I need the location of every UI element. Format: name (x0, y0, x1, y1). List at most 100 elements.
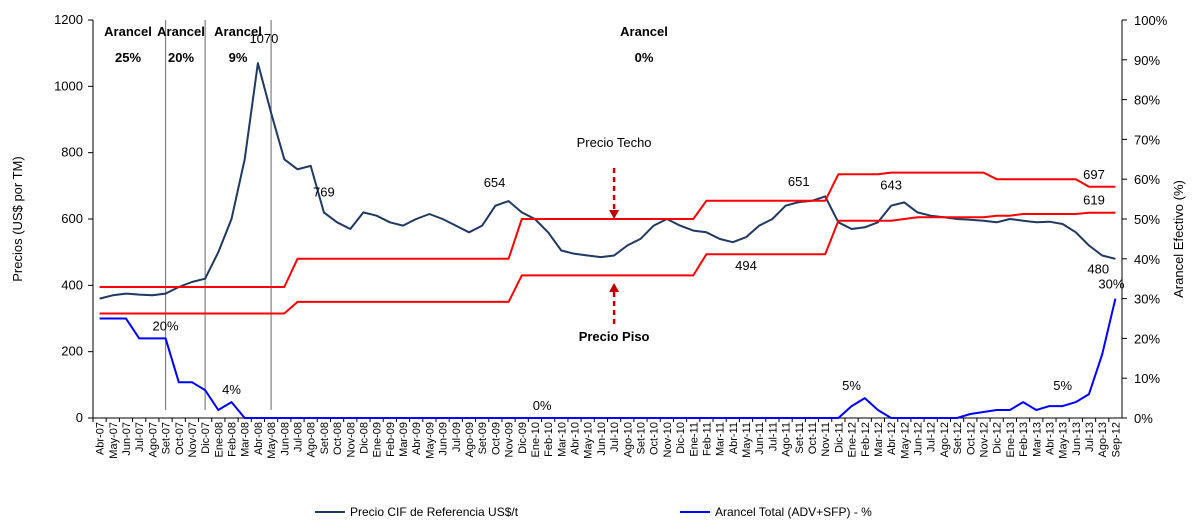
x-tick-label: Ene-13 (1005, 422, 1017, 457)
y2-tick-label: 80% (1134, 93, 1160, 108)
x-tick-label: Oct-12 (965, 422, 977, 455)
x-tick-label: Abr-13 (1044, 422, 1056, 455)
precio-piso-line (99, 211, 1116, 315)
x-tick-label: Jun-07 (121, 422, 133, 456)
cif-data-label: 651 (788, 174, 810, 189)
x-tick-label: Jun-11 (754, 422, 766, 455)
x-tick-label: Jun-12 (913, 422, 925, 456)
x-tick-label: Jul-09 (451, 422, 463, 452)
x-tick-label: Ago-08 (306, 422, 318, 457)
x-tick-label: May-13 (1058, 422, 1070, 459)
x-tick-label: Ago-11 (781, 422, 793, 457)
piso-data-label: 619 (1083, 193, 1105, 208)
x-tick-label: Ago-09 (464, 422, 476, 457)
arancel-regime-value: 0% (635, 50, 654, 65)
cif-data-label: 643 (880, 178, 902, 193)
techo-data-label: 697 (1083, 167, 1105, 182)
x-tick-label: Feb-09 (385, 422, 397, 457)
x-tick-label: Abr-10 (570, 422, 582, 455)
x-tick-label: Jul-10 (609, 422, 621, 452)
x-tick-label: Jul-08 (292, 422, 304, 452)
cif-data-label: 1070 (249, 31, 278, 46)
y-axis-title: Precios (US$ por TM) (10, 156, 25, 281)
arancel-regime-label: Arancel (620, 24, 668, 39)
precio-techo-line (99, 171, 1116, 288)
arancel-data-label: 5% (842, 378, 861, 393)
arancel-regime-label: Arancel (214, 24, 262, 39)
x-tick-label: Ene-09 (372, 422, 384, 457)
x-tick-label: Nov-08 (345, 422, 357, 457)
x-tick-label: Oct-10 (649, 422, 661, 455)
x-tick-label: Oct-08 (332, 422, 344, 455)
arancel-regime-value: 25% (115, 50, 141, 65)
x-tick-label: Sep-12 (1110, 422, 1122, 457)
x-tick-label: Dic-10 (675, 422, 687, 454)
y-tick-label: 1200 (54, 12, 83, 27)
x-tick-label: May-12 (899, 422, 911, 459)
x-tick-label: Abr-07 (95, 422, 107, 455)
x-tick-label: Mar-09 (398, 422, 410, 457)
x-tick-label: Oct-11 (807, 422, 819, 454)
y2-axis-title: Arancel Efectivo (%) (1171, 180, 1186, 298)
arancel-line (99, 298, 1117, 419)
x-tick-label: Set-08 (319, 422, 331, 454)
y-tick-label: 800 (61, 145, 83, 160)
precio-piso-label: Precio Piso (579, 329, 650, 344)
x-tick-label: Feb-10 (543, 422, 555, 457)
x-tick-label: Set-12 (952, 422, 964, 454)
y-tick-label: 0 (76, 410, 83, 425)
legend-label: Arancel Total (ADV+SFP) - % (715, 505, 872, 519)
x-tick-label: Ago-10 (622, 422, 634, 457)
x-tick-label: Set-07 (161, 422, 173, 454)
x-tick-label: Oct-07 (174, 422, 186, 455)
cif-data-label: 769 (313, 184, 335, 199)
cif-price-line (99, 62, 1116, 300)
x-tick-label: Jul-11 (767, 422, 779, 451)
x-tick-label: Nov-11 (820, 422, 832, 457)
x-tick-label: Feb-13 (1018, 422, 1030, 457)
x-tick-label: Jun-13 (1071, 422, 1083, 456)
x-tick-label: Mar-08 (240, 422, 252, 457)
cif-data-label: 480 (1087, 261, 1109, 276)
x-tick-label: Jun-09 (438, 422, 450, 456)
x-tick-label: Jun-10 (596, 422, 608, 456)
x-tick-label: Dic-08 (358, 422, 370, 454)
arancel-data-label: 20% (153, 318, 179, 333)
x-tick-label: Set-10 (635, 422, 647, 454)
arancel-data-label: 4% (222, 382, 241, 397)
y2-tick-label: 40% (1134, 252, 1160, 267)
x-tick-label: Jul-12 (926, 422, 938, 452)
y2-tick-label: 10% (1134, 371, 1160, 386)
y2-tick-label: 90% (1134, 53, 1160, 68)
precio-techo-label: Precio Techo (577, 135, 652, 150)
y2-tick-label: 60% (1134, 172, 1160, 187)
x-tick-label: Jul-13 (1084, 422, 1096, 452)
x-tick-label: Ago-07 (147, 422, 159, 457)
x-tick-label: Feb-08 (227, 422, 239, 457)
arancel-regime-label: Arancel (104, 24, 152, 39)
arancel-data-label: 30% (1098, 277, 1124, 292)
x-tick-label: Ene-11 (688, 422, 700, 457)
x-tick-label: Dic-11 (833, 422, 845, 453)
y2-tick-label: 100% (1134, 13, 1168, 28)
x-tick-label: Mar-11 (715, 422, 727, 456)
x-tick-label: Set-09 (477, 422, 489, 454)
arancel-data-label: 5% (1053, 378, 1072, 393)
x-tick-label: May-11 (741, 422, 753, 458)
x-tick-label: Mar-13 (1031, 422, 1043, 457)
x-tick-label: Abr-12 (886, 422, 898, 455)
x-tick-label: Nov-10 (662, 422, 674, 457)
y-tick-label: 400 (61, 277, 83, 292)
x-tick-label: Feb-12 (860, 422, 872, 457)
x-tick-label: May-08 (266, 422, 278, 459)
x-tick-label: May-09 (424, 422, 436, 459)
x-tick-label: Ago-13 (1097, 422, 1109, 457)
y-tick-label: 1000 (54, 78, 83, 93)
x-tick-label: Ene-10 (530, 422, 542, 457)
cif-data-label: 654 (484, 175, 506, 190)
techo-arrow-head (609, 210, 620, 219)
x-tick-label: Abr-08 (253, 422, 265, 455)
y2-tick-label: 20% (1134, 331, 1160, 346)
x-tick-label: Ene-12 (847, 422, 859, 457)
y2-tick-label: 30% (1134, 292, 1160, 307)
